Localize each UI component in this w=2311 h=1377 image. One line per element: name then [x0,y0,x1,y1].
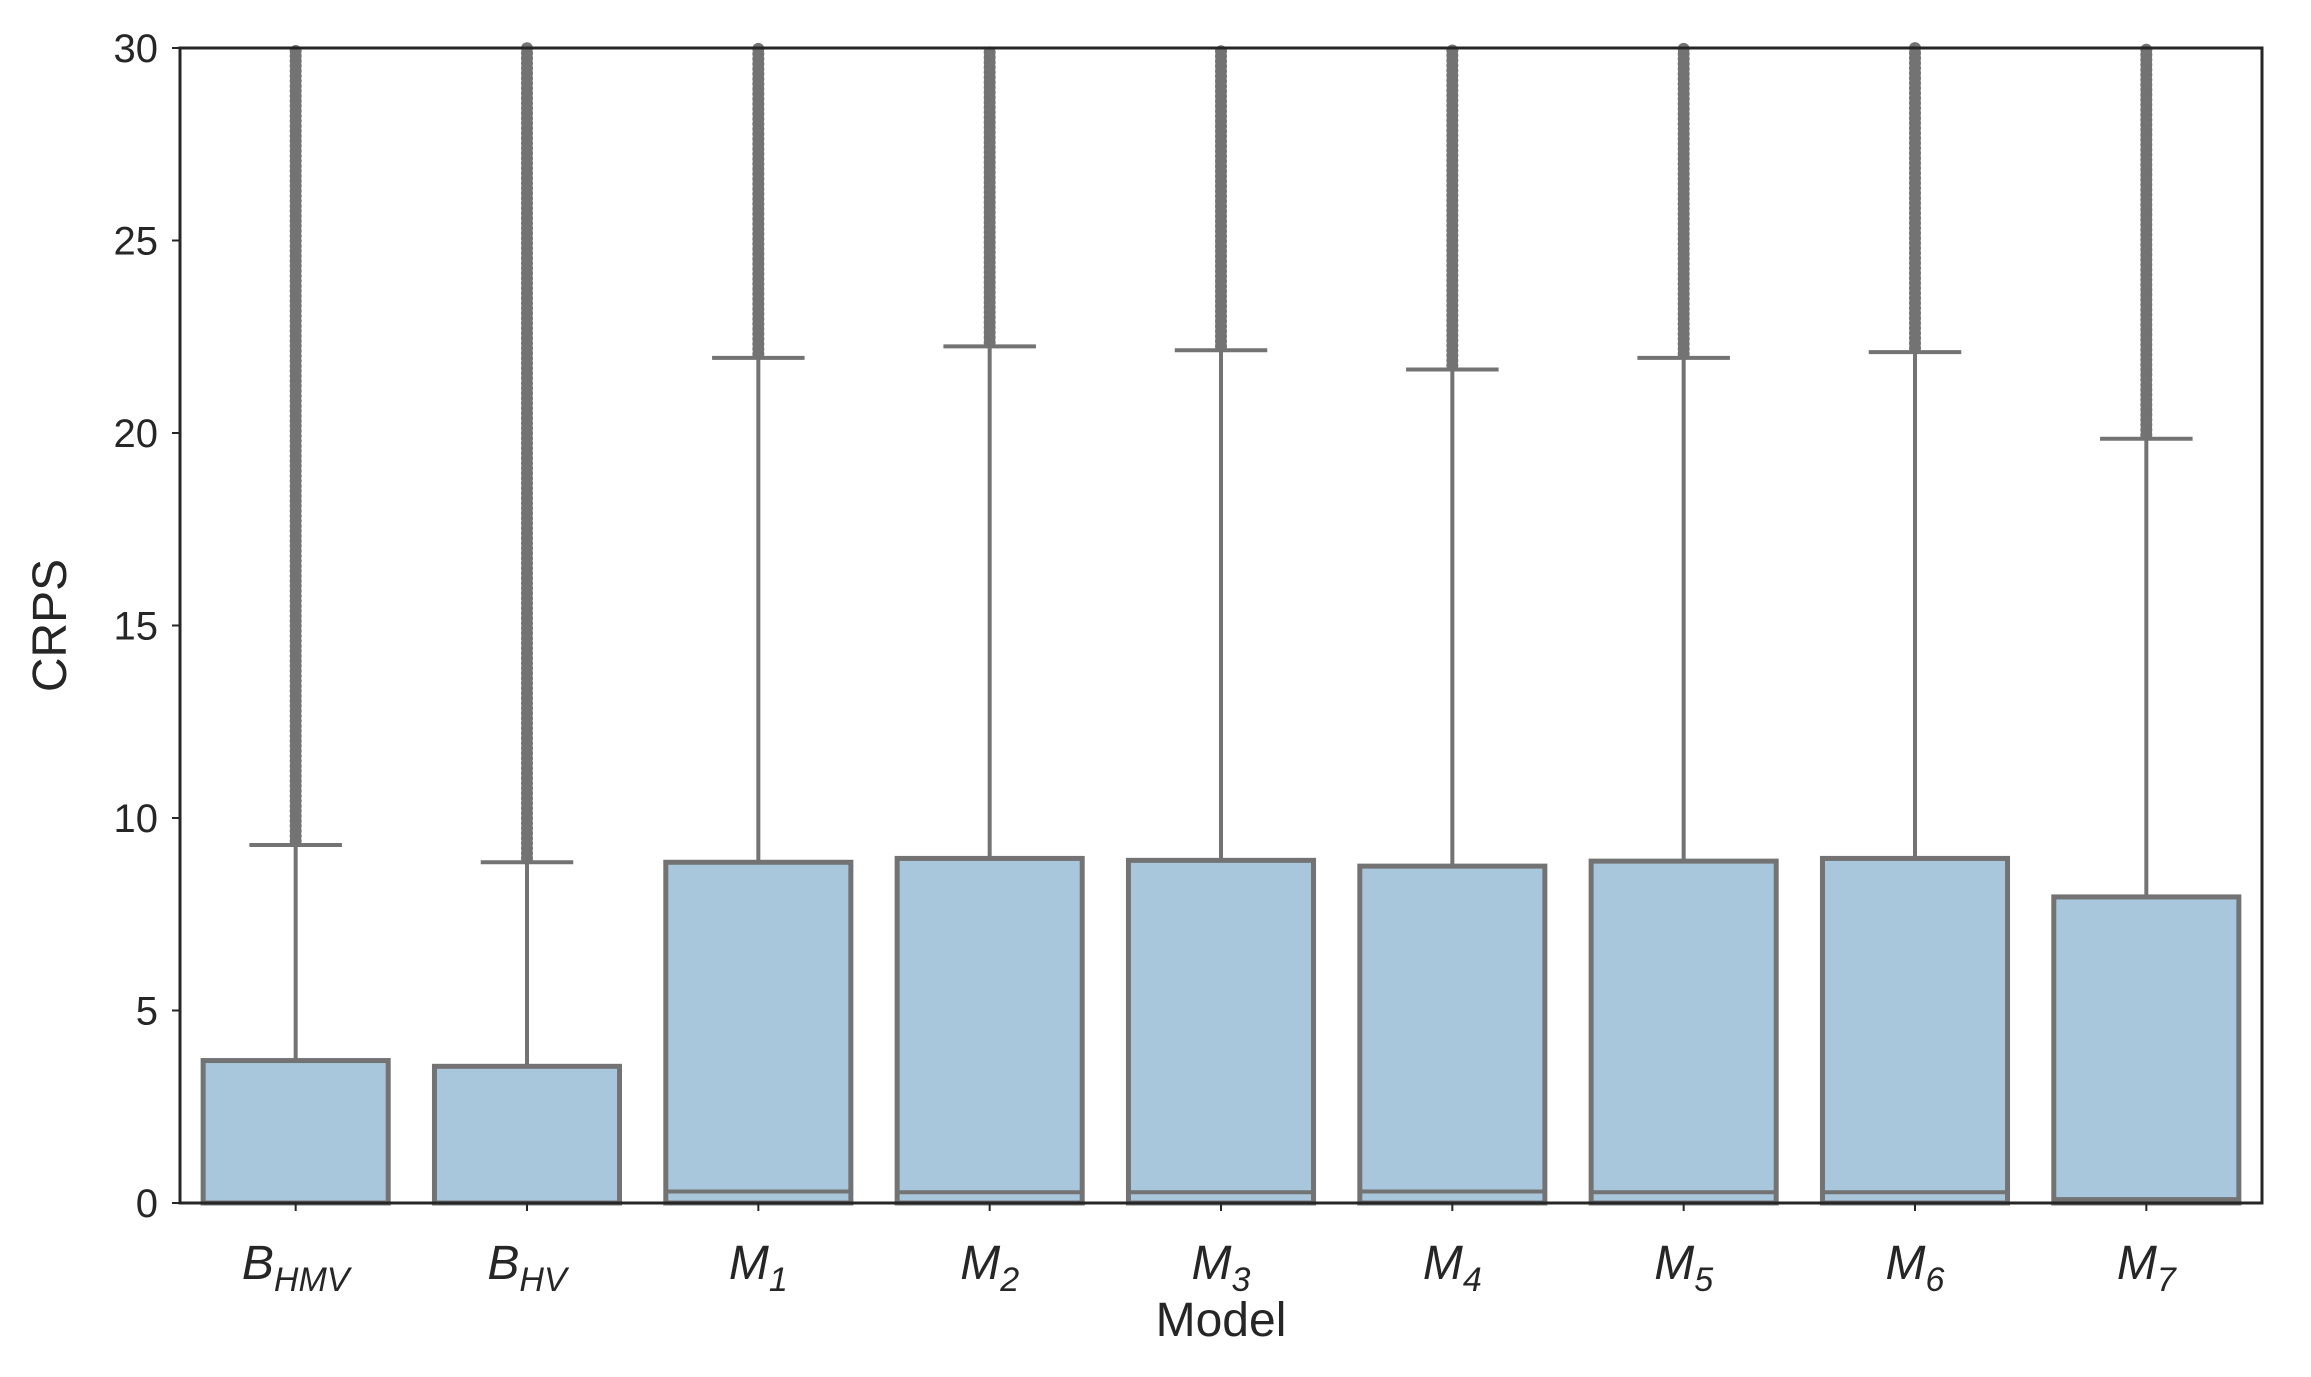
iqr-box [431,1063,623,1206]
box-group [663,42,854,1206]
x-axis: BHMV BHV M1 M2 M3 M4 M5 M6 M7 [242,1203,2177,1299]
x-tick-label-base: M [729,1237,769,1290]
y-tick-label: 25 [114,220,159,264]
box-group [1125,45,1317,1206]
y-tick-label: 10 [114,797,159,841]
x-tick-label-base: M [1192,1237,1232,1290]
iqr-box [2051,894,2242,1206]
x-tick-label: M5 [1654,1237,1713,1299]
iqr-box [1125,857,1317,1206]
iqr-box [1819,855,2011,1206]
iqr-box [1588,858,1779,1206]
x-tick-label: BHV [487,1237,570,1299]
x-tick-label: M4 [1423,1237,1482,1299]
x-tick-label-subscript: 7 [2157,1261,2177,1299]
box-group [431,42,623,1206]
x-tick-label-base: B [487,1237,519,1290]
x-tick-label-base: M [2117,1237,2157,1290]
box-group [894,46,1085,1206]
x-tick-label-base: M [960,1237,1000,1290]
y-tick-label: 30 [114,27,159,71]
x-tick-label-subscript: 6 [1926,1261,1945,1299]
x-tick-label-subscript: 2 [999,1261,1019,1299]
x-tick-label-subscript: 5 [1694,1261,1713,1299]
x-tick-label: M2 [960,1237,1019,1299]
y-tick-label: 0 [136,1182,158,1226]
x-tick-label-subscript: 1 [769,1261,788,1299]
x-tick-label-subscript: HV [519,1261,570,1299]
x-tick-label-base: M [1423,1237,1463,1290]
box-group [200,44,391,1206]
x-tick-label-base: M [1886,1237,1926,1290]
x-tick-label: M7 [2117,1237,2177,1299]
x-axis-title: Model [1156,1294,1287,1347]
x-tick-label-subscript: 3 [1232,1261,1251,1299]
plot-frame [178,46,2264,1205]
x-tick-label: M6 [1886,1237,1945,1299]
box-group [2051,43,2242,1206]
iqr-box [200,1058,391,1206]
y-axis-title: CRPS [24,559,77,692]
outlier-point [2140,43,2153,56]
x-tick-label: BHMV [242,1237,353,1299]
x-tick-label: M3 [1192,1237,1251,1299]
iqr-box [1357,863,1548,1206]
x-tick-label-subscript: HMV [274,1261,353,1299]
outlier-point [1446,44,1459,57]
iqr-box [894,855,1085,1206]
y-tick-label: 5 [136,990,158,1034]
y-tick-label: 20 [114,412,159,456]
iqr-box [663,859,854,1206]
box-group [1819,42,2011,1206]
x-tick-label-base: B [242,1237,274,1290]
box-marks [200,42,2242,1206]
x-tick-label-base: M [1654,1237,1694,1290]
x-tick-label: M1 [729,1237,788,1299]
y-axis: 0 5 10 15 20 25 30 [114,27,180,1226]
box-group [1357,44,1548,1206]
x-tick-label-subscript: 4 [1463,1261,1482,1299]
y-tick-label: 15 [114,605,159,649]
box-group [1588,42,1779,1206]
